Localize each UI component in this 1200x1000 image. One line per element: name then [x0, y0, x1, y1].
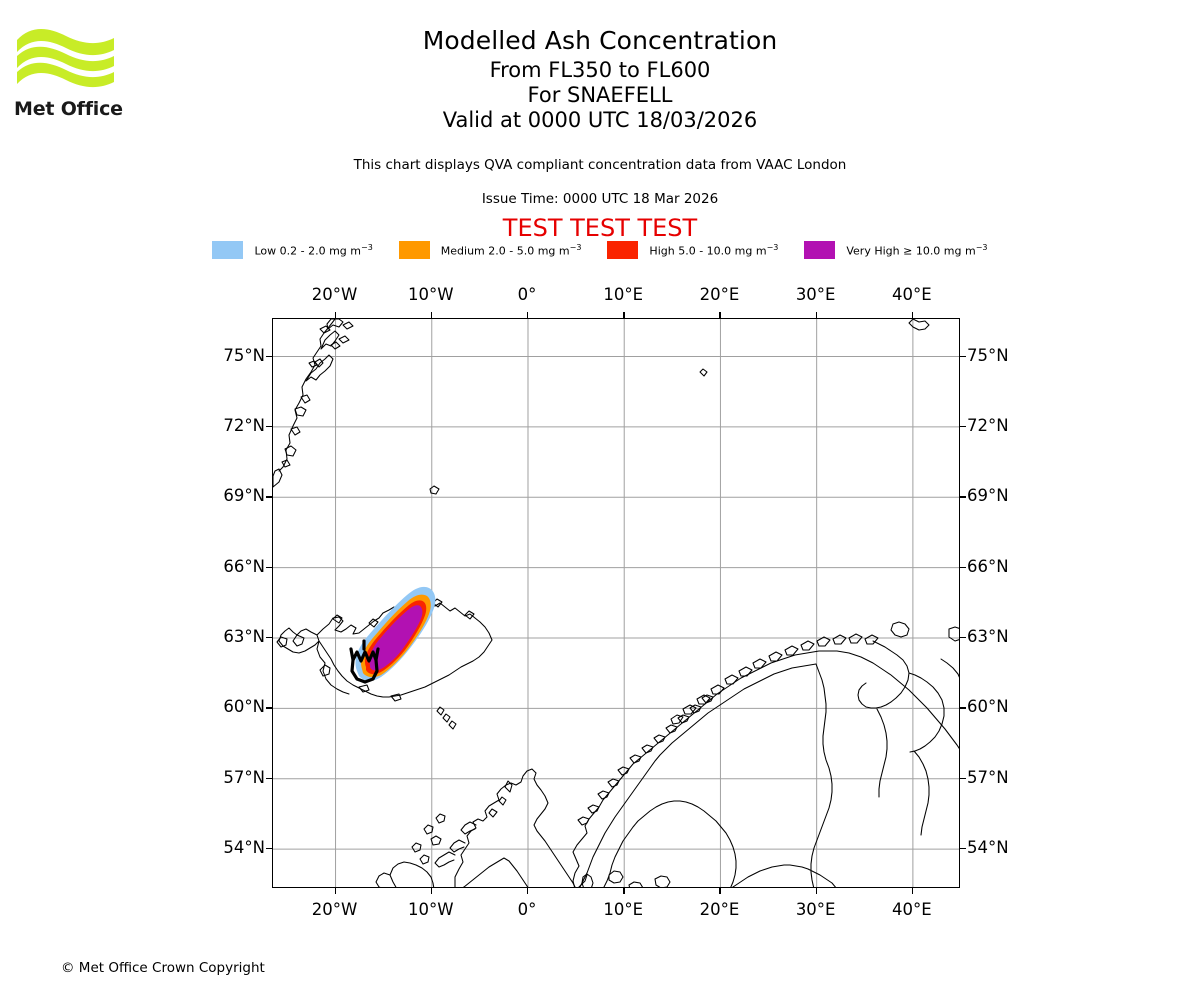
lat-tick-label: 54°N — [967, 838, 1009, 858]
lon-tick-mark — [911, 312, 914, 318]
lat-tick-label: 54°N — [223, 838, 265, 858]
logo-wordmark: Met Office — [14, 98, 123, 120]
lat-tick-label: 60°N — [223, 697, 265, 717]
lon-tick-mark — [334, 888, 336, 894]
lat-tick-label: 63°N — [223, 627, 265, 646]
lon-tick-label: 0° — [517, 900, 537, 919]
plume-contour-very-high — [369, 605, 423, 671]
legend-label-high: High 5.0 - 10.0 mg m−3 — [649, 242, 779, 258]
lon-tick-label: 10°W — [407, 900, 454, 919]
lat-tick-label: 57°N — [223, 767, 265, 787]
lat-tick-mark — [266, 707, 272, 709]
lon-tick-mark — [719, 888, 721, 894]
lon-tick-label: 20°E — [699, 900, 740, 919]
lat-tick-label: 75°N — [967, 345, 1009, 365]
met-office-logo: Met Office — [14, 26, 129, 120]
lon-tick-mark — [623, 312, 625, 318]
logo-waves-icon — [17, 29, 114, 88]
lon-tick-label: 10°E — [603, 900, 644, 919]
volcano-subtitle: For SNAEFELL — [527, 83, 673, 107]
lon-tick-label: 10°W — [407, 285, 454, 304]
legend-item-high: High 5.0 - 10.0 mg m−3 — [607, 241, 778, 259]
lon-tick-mark — [815, 312, 817, 318]
lon-tick-label: 20°W — [311, 900, 358, 919]
lat-tick-mark — [960, 848, 966, 850]
lon-tick-mark — [526, 312, 529, 318]
lon-tick-label: 30°E — [795, 900, 836, 919]
legend-label-medium: Medium 2.0 - 5.0 mg m−3 — [440, 242, 582, 258]
lat-tick-mark — [266, 496, 272, 498]
legend-label-very-high: Very High ≥ 10.0 mg m−3 — [846, 242, 988, 258]
lon-tick-label: 40°E — [892, 285, 932, 304]
lat-tick-mark — [266, 848, 272, 850]
lat-tick-mark — [960, 425, 966, 428]
compliance-note: This chart displays QVA compliant concen… — [353, 157, 847, 173]
lon-tick-mark — [911, 888, 914, 894]
lon-tick-label: 0° — [517, 285, 537, 304]
lon-tick-label: 20°W — [311, 285, 358, 304]
lat-tick-label: 75°N — [223, 345, 265, 365]
legend-swatch-high — [607, 241, 639, 259]
lon-tick-mark — [334, 312, 336, 318]
flight-level-subtitle: From FL350 to FL600 — [489, 58, 711, 82]
legend-swatch-very-high — [804, 241, 836, 259]
lat-tick-mark — [960, 566, 966, 568]
lon-tick-mark — [526, 888, 529, 894]
lat-tick-mark — [266, 355, 272, 357]
legend-item-low: Low 0.2 - 2.0 mg m−3 — [212, 241, 373, 259]
lat-tick-mark — [960, 707, 966, 709]
lon-tick-label: 10°E — [603, 285, 644, 304]
lat-tick-mark — [266, 566, 272, 568]
lat-tick-label: 66°N — [223, 556, 265, 576]
page-title-block: Modelled Ash Concentration From FL350 to… — [0, 28, 1200, 135]
copyright-notice: © Met Office Crown Copyright — [61, 960, 265, 976]
lon-tick-mark — [430, 888, 433, 894]
lat-tick-mark — [960, 496, 966, 498]
lat-tick-label: 72°N — [967, 415, 1009, 435]
concentration-legend: Low 0.2 - 2.0 mg m−3 Medium 2.0 - 5.0 mg … — [0, 241, 1200, 259]
lon-tick-label: 30°E — [795, 285, 836, 304]
ash-plume-contours — [355, 586, 436, 681]
legend-swatch-medium — [398, 241, 430, 259]
lat-tick-mark — [960, 777, 966, 780]
lat-tick-mark — [960, 355, 966, 357]
lat-tick-mark — [266, 637, 272, 639]
ash-concentration-map: 20°W 20°W 10°W 10°W 0° 0° 10°E 10°E 20°E 20°E 30°E… — [223, 285, 1008, 919]
lat-tick-mark — [960, 637, 966, 639]
lat-tick-label: 72°N — [223, 415, 265, 435]
issue-time: Issue Time: 0000 UTC 18 Mar 2026 — [481, 191, 719, 207]
graticule-grid — [273, 319, 959, 887]
valid-time-subtitle: Valid at 0000 UTC 18/03/2026 — [442, 108, 758, 132]
coastlines — [273, 319, 959, 887]
legend-swatch-low — [212, 241, 244, 259]
lat-tick-label: 57°N — [967, 767, 1009, 787]
lat-tick-label: 66°N — [967, 556, 1009, 576]
lon-tick-mark — [815, 888, 817, 894]
lat-tick-label: 69°N — [223, 486, 265, 506]
volcano-marker-icon — [349, 639, 380, 684]
lat-tick-mark — [266, 777, 272, 780]
map-frame — [272, 318, 960, 888]
lat-tick-label: 60°N — [967, 697, 1009, 717]
test-banner: TEST TEST TEST — [502, 214, 698, 242]
legend-item-very-high: Very High ≥ 10.0 mg m−3 — [804, 241, 988, 259]
page-title: Modelled Ash Concentration — [422, 26, 778, 55]
lat-tick-mark — [266, 425, 272, 428]
lon-tick-mark — [430, 312, 433, 318]
lon-tick-mark — [623, 888, 625, 894]
lon-tick-label: 20°E — [699, 285, 740, 304]
lat-tick-label: 63°N — [967, 627, 1009, 646]
legend-label-low: Low 0.2 - 2.0 mg m−3 — [254, 242, 373, 258]
legend-item-medium: Medium 2.0 - 5.0 mg m−3 — [398, 241, 582, 259]
lon-tick-label: 40°E — [892, 900, 932, 919]
lat-tick-label: 69°N — [967, 486, 1009, 506]
lon-tick-mark — [719, 312, 721, 318]
